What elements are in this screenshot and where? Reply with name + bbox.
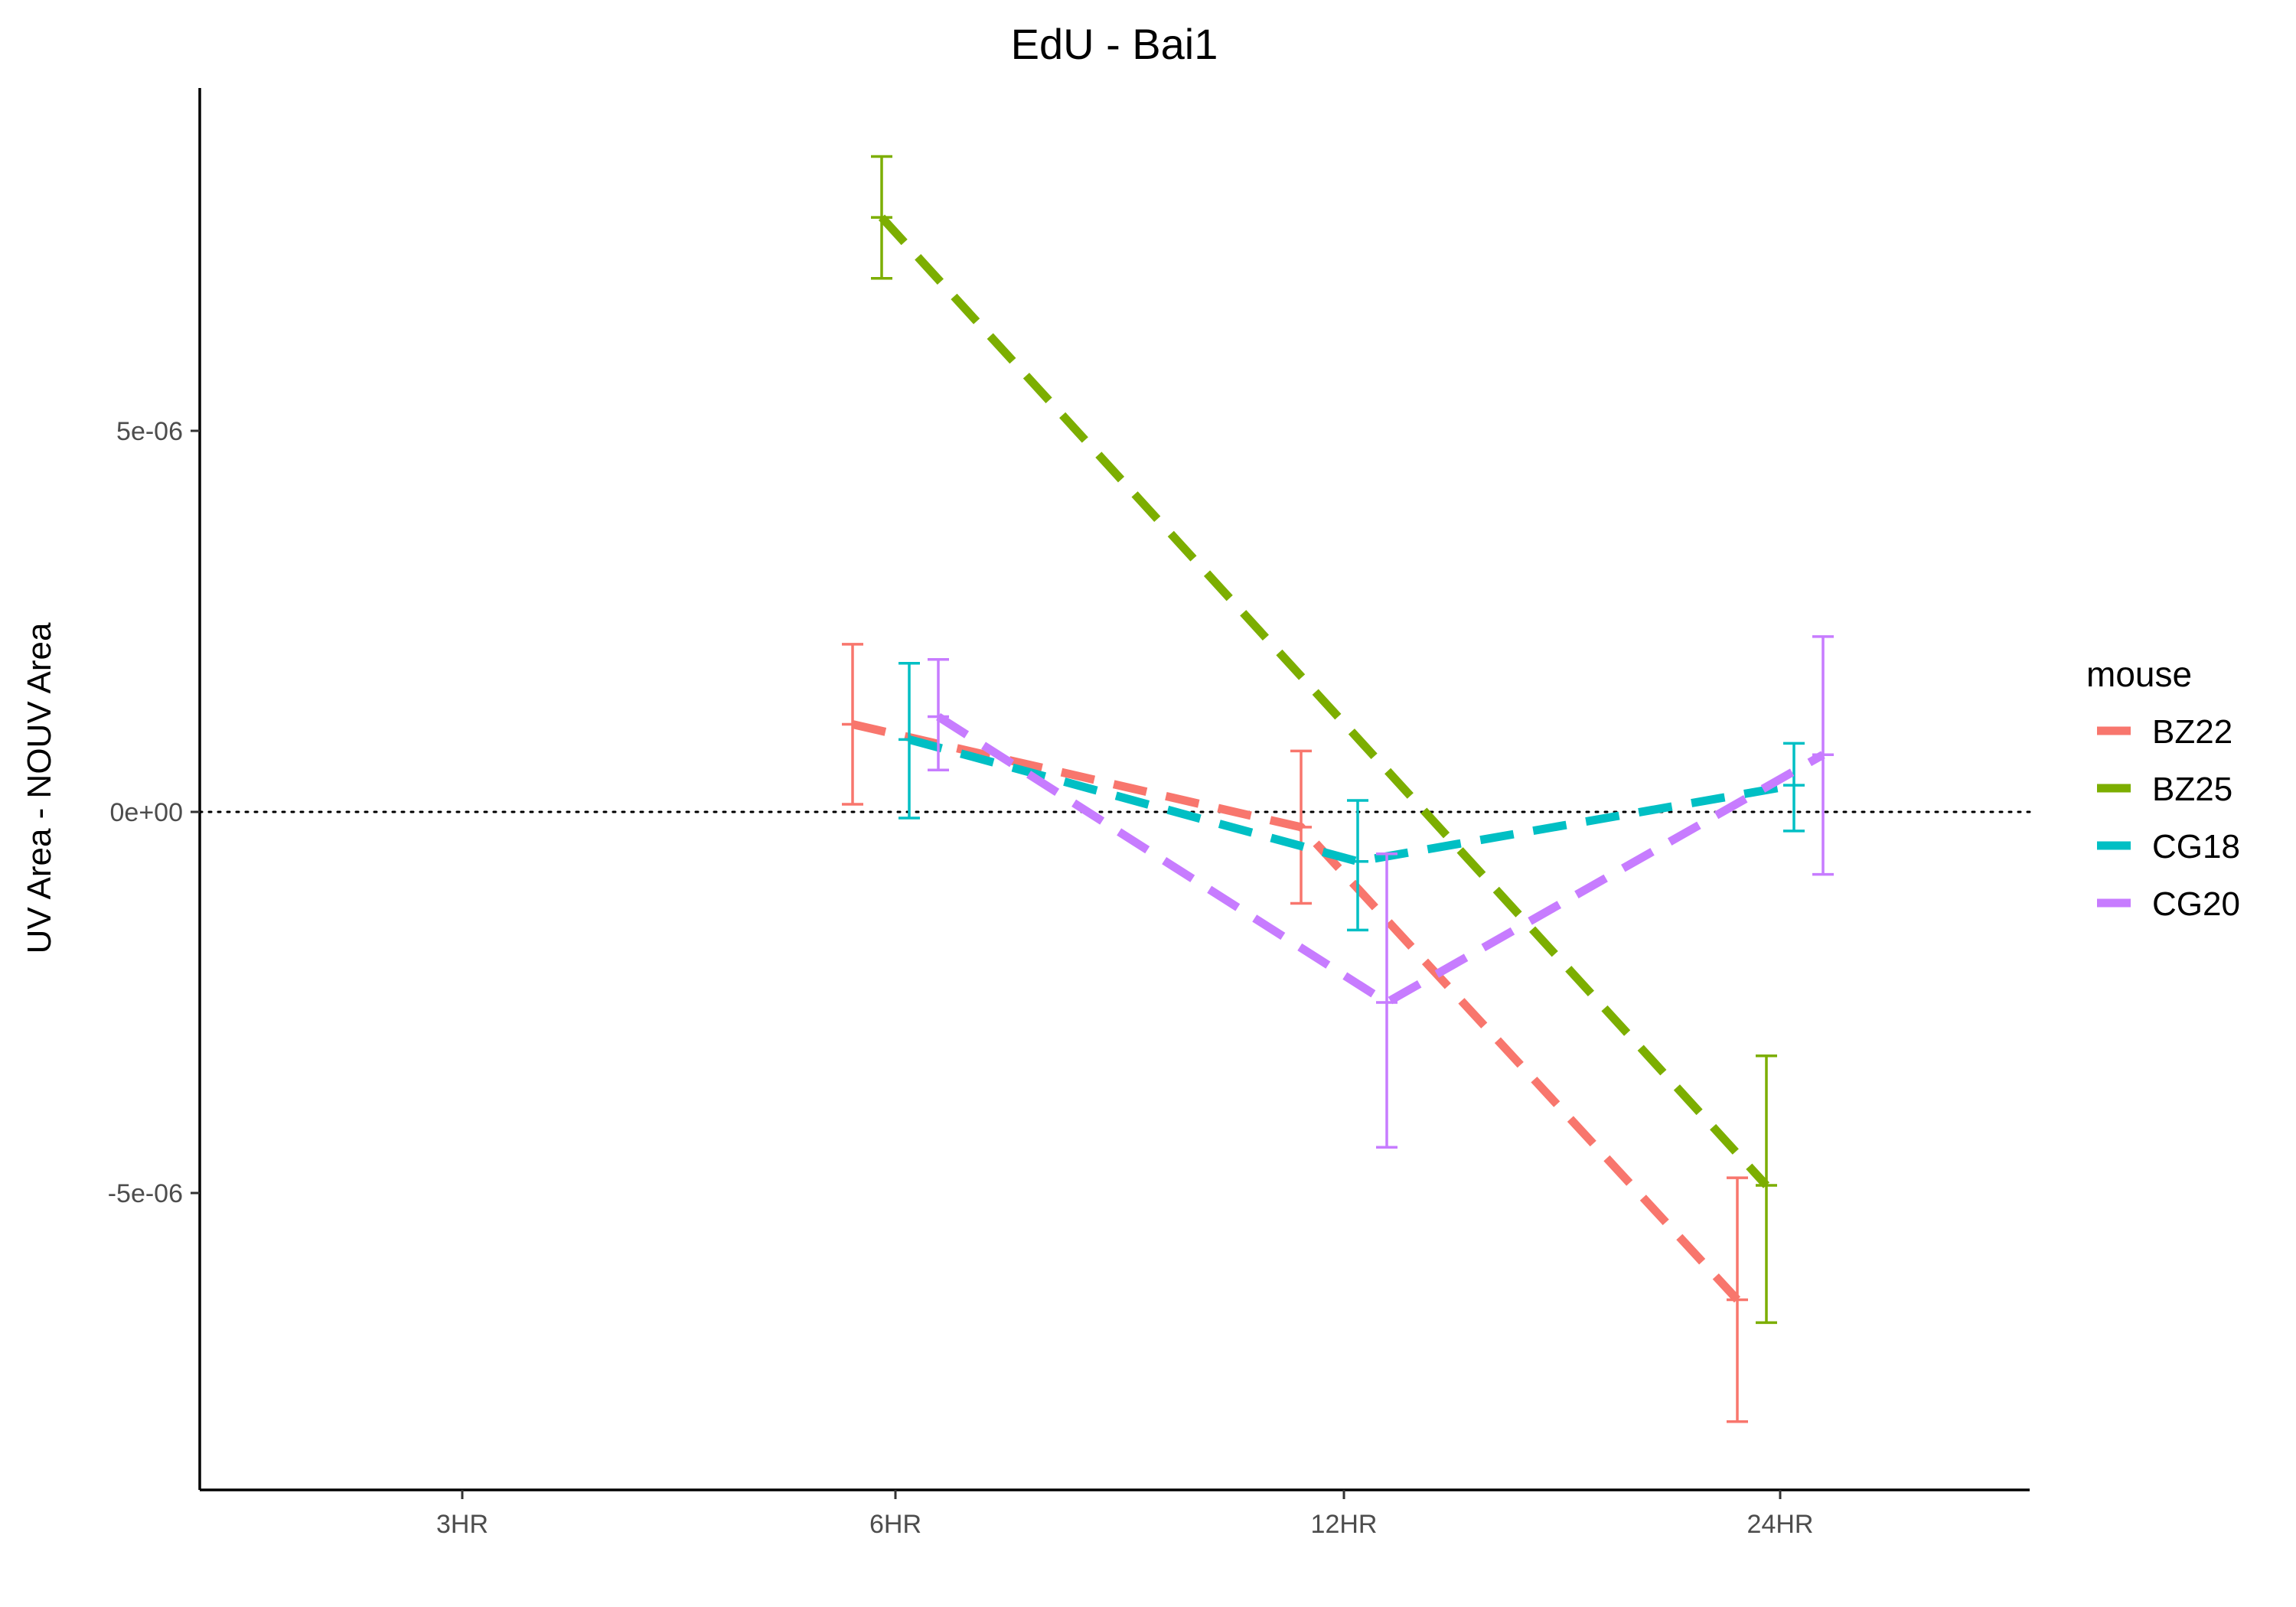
error-bar — [928, 658, 949, 771]
y-tick-label: 0e+00 — [110, 798, 184, 827]
series-line-cg18 — [908, 735, 1795, 866]
chart-title: EdU - Bai1 — [1011, 20, 1218, 68]
series-line-cg20 — [936, 712, 1825, 1008]
y-tick-label: 5e-06 — [116, 417, 183, 446]
legend: mouse BZ22 BZ25 CG18 CG20 — [2086, 654, 2240, 923]
error-bar — [1727, 1176, 1748, 1423]
legend-title: mouse — [2086, 654, 2192, 694]
error-bar — [1812, 635, 1834, 876]
error-bar — [1290, 749, 1312, 905]
y-tick-label: -5e-06 — [108, 1179, 183, 1208]
x-tick-label: 6HR — [869, 1510, 921, 1539]
x-tick-label: 24HR — [1747, 1510, 1814, 1539]
plot-area — [198, 155, 2031, 1423]
legend-item-cg20: CG20 — [2097, 885, 2240, 923]
legend-item-cg18: CG18 — [2097, 828, 2240, 865]
y-axis: 5e-06 0e+00 -5e-06 — [108, 88, 201, 1490]
series-line-bz25 — [878, 214, 1770, 1188]
legend-label: BZ22 — [2152, 713, 2232, 751]
error-bar — [842, 643, 863, 806]
legend-label: CG18 — [2152, 828, 2240, 865]
x-tick-label: 3HR — [436, 1510, 488, 1539]
y-axis-title: UV Area - NOUV Area — [21, 622, 58, 953]
error-bar — [1756, 1054, 1777, 1325]
x-axis: 3HR 6HR 12HR 24HR — [200, 1488, 2030, 1539]
error-bar — [871, 155, 892, 280]
error-bar — [1376, 852, 1397, 1149]
x-tick-label: 12HR — [1311, 1510, 1378, 1539]
legend-item-bz25: BZ25 — [2097, 771, 2232, 808]
legend-label: CG20 — [2152, 885, 2240, 923]
legend-item-bz22: BZ22 — [2097, 713, 2232, 751]
error-bar — [899, 662, 920, 820]
error-bar — [1347, 799, 1368, 932]
legend-label: BZ25 — [2152, 771, 2232, 808]
error-bar — [1783, 742, 1805, 833]
